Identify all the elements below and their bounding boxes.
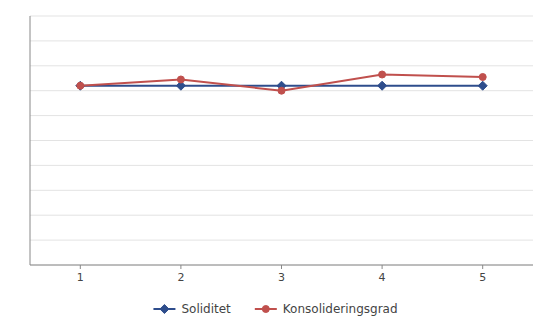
data-point (479, 74, 486, 81)
x-tick (281, 265, 282, 269)
x-tick-label: 4 (379, 271, 386, 284)
grid-line (30, 165, 533, 166)
y-axis-line (30, 16, 31, 265)
y-grid (30, 16, 533, 265)
legend: Soliditet Konsolideringsgrad (153, 302, 397, 316)
chart-container: 1 2 3 4 5 Soliditet Konsolideringsgrad (0, 0, 551, 327)
chart-svg: 1 2 3 4 5 Soliditet Konsolideringsgrad (0, 0, 551, 327)
grid-line (30, 16, 533, 17)
legend-marker (262, 306, 269, 313)
legend-item: Konsolideringsgrad (255, 302, 398, 316)
data-point (76, 81, 85, 90)
x-tick-label: 3 (278, 271, 285, 284)
series (77, 71, 486, 94)
x-tick-label: 1 (77, 271, 84, 284)
legend-item: Soliditet (153, 302, 231, 316)
data-point (478, 81, 487, 90)
data-area (76, 71, 487, 94)
grid-line (30, 240, 533, 241)
data-point (177, 76, 184, 83)
data-point (379, 71, 386, 78)
x-tick (180, 265, 181, 269)
x-axis: 1 2 3 4 5 (77, 265, 486, 284)
x-tick-label: 5 (479, 271, 486, 284)
legend-marker (160, 305, 169, 314)
legend-label: Soliditet (181, 302, 231, 316)
data-point (278, 87, 285, 94)
data-point (77, 82, 84, 89)
x-tick-label: 2 (177, 271, 184, 284)
data-point (378, 81, 387, 90)
grid-line (30, 40, 533, 41)
grid-line (30, 190, 533, 191)
legend-label: Konsolideringsgrad (283, 302, 398, 316)
x-tick (382, 265, 383, 269)
x-tick (80, 265, 81, 269)
x-tick (482, 265, 483, 269)
grid-line (30, 140, 533, 141)
grid-line (30, 115, 533, 116)
grid-line (30, 65, 533, 66)
grid-line (30, 215, 533, 216)
